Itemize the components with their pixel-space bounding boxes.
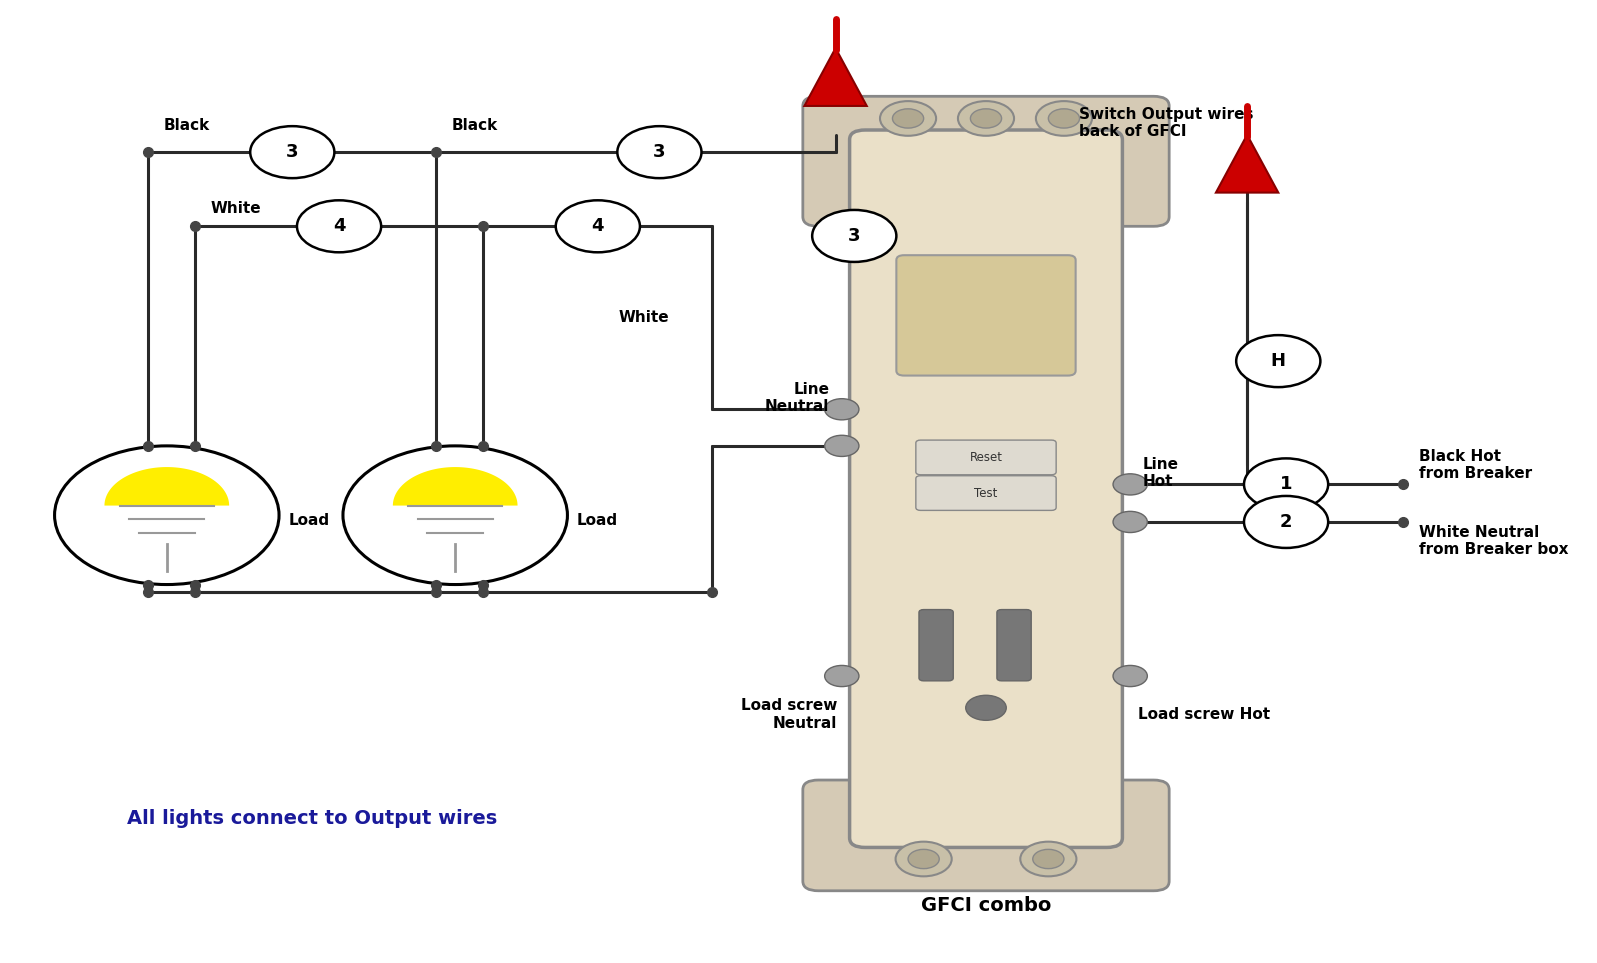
FancyBboxPatch shape	[803, 780, 1169, 891]
Circle shape	[618, 126, 701, 178]
Text: 1: 1	[1279, 476, 1292, 493]
Text: 4: 4	[591, 218, 604, 235]
Circle shape	[824, 665, 859, 687]
Circle shape	[1048, 109, 1080, 128]
Text: White Neutral
from Breaker box: White Neutral from Breaker box	[1418, 525, 1568, 558]
Polygon shape	[393, 467, 517, 506]
Text: 3: 3	[653, 143, 666, 161]
Circle shape	[1033, 849, 1064, 869]
FancyBboxPatch shape	[850, 130, 1123, 847]
Text: 2: 2	[1279, 513, 1292, 531]
Text: Load: Load	[577, 512, 618, 528]
Circle shape	[1113, 511, 1147, 533]
FancyBboxPatch shape	[915, 440, 1056, 475]
Text: H: H	[1271, 352, 1286, 370]
Text: Black: Black	[452, 117, 498, 133]
Circle shape	[556, 200, 640, 252]
Circle shape	[971, 109, 1001, 128]
Circle shape	[1113, 665, 1147, 687]
FancyBboxPatch shape	[915, 476, 1056, 510]
Text: Reset: Reset	[969, 451, 1003, 464]
Circle shape	[909, 849, 939, 869]
Text: GFCI combo: GFCI combo	[921, 896, 1051, 915]
Text: Line
Hot: Line Hot	[1143, 456, 1179, 489]
Polygon shape	[805, 48, 867, 106]
Text: Black: Black	[163, 117, 209, 133]
FancyBboxPatch shape	[918, 610, 953, 681]
Text: Switch Output wires
back of GFCI: Switch Output wires back of GFCI	[1078, 107, 1254, 140]
FancyBboxPatch shape	[896, 255, 1076, 376]
Text: 3: 3	[286, 143, 299, 161]
Circle shape	[958, 101, 1014, 136]
Polygon shape	[1215, 135, 1278, 193]
Text: Load screw Hot: Load screw Hot	[1139, 707, 1270, 722]
FancyBboxPatch shape	[997, 610, 1032, 681]
Text: White: White	[620, 310, 669, 325]
Text: Black Hot
from Breaker: Black Hot from Breaker	[1418, 449, 1532, 482]
Circle shape	[880, 101, 936, 136]
Text: Line
Neutral: Line Neutral	[765, 381, 829, 414]
Text: 4: 4	[332, 218, 345, 235]
Polygon shape	[104, 467, 228, 506]
Text: White: White	[211, 201, 260, 217]
Circle shape	[824, 435, 859, 456]
Circle shape	[54, 446, 279, 585]
Circle shape	[1244, 458, 1329, 510]
Circle shape	[813, 210, 896, 262]
Circle shape	[251, 126, 334, 178]
Circle shape	[1236, 335, 1321, 387]
Circle shape	[1036, 101, 1092, 136]
Circle shape	[966, 695, 1006, 720]
Circle shape	[297, 200, 382, 252]
Text: Load: Load	[289, 512, 329, 528]
Circle shape	[896, 842, 952, 876]
Circle shape	[824, 399, 859, 420]
Text: Test: Test	[974, 486, 998, 500]
Text: 3: 3	[848, 227, 861, 245]
Text: All lights connect to Output wires: All lights connect to Output wires	[126, 809, 497, 828]
Circle shape	[893, 109, 923, 128]
FancyBboxPatch shape	[803, 96, 1169, 226]
Circle shape	[1020, 842, 1076, 876]
Text: Load screw
Neutral: Load screw Neutral	[741, 698, 837, 731]
Circle shape	[1244, 496, 1329, 548]
Circle shape	[343, 446, 567, 585]
Circle shape	[1113, 474, 1147, 495]
